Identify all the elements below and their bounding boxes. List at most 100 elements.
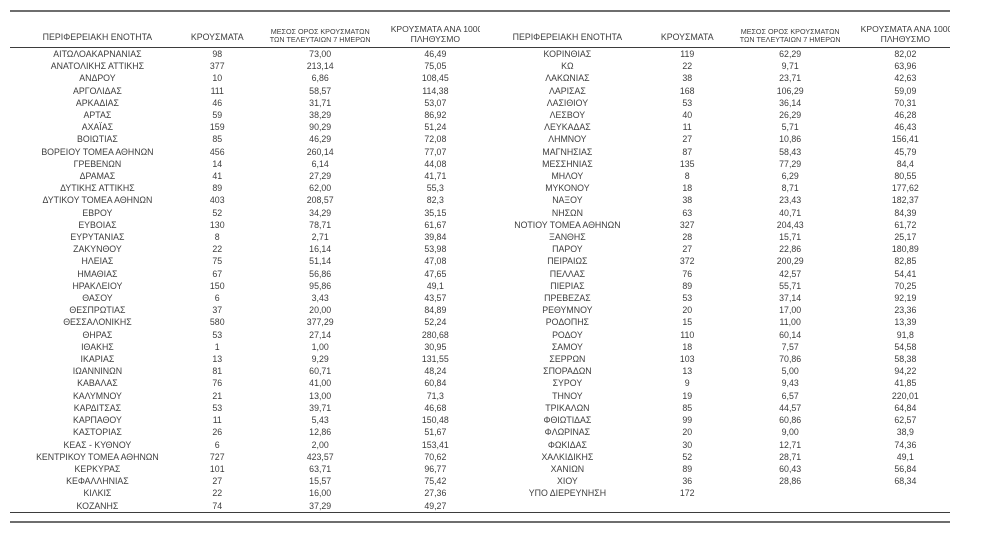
region-cell: ΝΑΞΟΥ (552, 195, 583, 206)
cases-cell: 26 (212, 427, 223, 438)
avg7-cell: 77,29 (779, 158, 802, 169)
avg7-cell: 10,86 (779, 134, 802, 145)
cases-cell: 327 (679, 219, 695, 230)
region-cell: ΓΡΕΒΕΝΩΝ (73, 158, 122, 169)
region-cell: ΗΜΑΘΙΑΣ (77, 268, 118, 279)
cases-cell: 22 (212, 244, 223, 255)
cases-cell: 89 (212, 183, 223, 194)
cases-cell: 10 (212, 73, 223, 84)
avg7-cell: 37,14 (779, 293, 802, 304)
table-row: ΕΥΡΥΤΑΝΙΑΣ 8 2,71 39,84 ΞΑΝΘΗΣ 28 15,71 … (10, 231, 950, 243)
cases-cell: 403 (209, 195, 225, 206)
per100k-cell: 60,84 (424, 378, 447, 389)
region-header-right: ΠΕΡΙΦΕΡΕΙΑΚΗ ΕΝΟΤΗΤΑ (479, 12, 655, 48)
cases-cell: 27 (212, 476, 223, 487)
per100k-cell: 49,1 (896, 451, 914, 462)
region-header-left: ΠΕΡΙΦΕΡΕΙΑΚΗ ΕΝΟΤΗΤΑ (10, 12, 185, 48)
avg7-cell: 90,29 (309, 122, 332, 133)
cases-cell: 110 (680, 329, 695, 340)
table-row: ΚΕΑΣ - ΚΥΘΝΟΥ 6 2,00 153,41 ΦΩΚΙΔΑΣ 30 1… (10, 439, 950, 451)
cases-cell: 101 (209, 463, 225, 474)
cases-cell: 87 (682, 146, 693, 157)
per100k-cell: 46,68 (424, 402, 447, 413)
cases-cell: 14 (212, 158, 223, 169)
table-row: ΖΑΚΥΝΘΟΥ 22 16,14 53,98 ΠΑΡΟΥ 27 22,86 1… (10, 243, 950, 255)
cases-cell: 6 (214, 439, 220, 450)
cases-cell: 456 (209, 146, 225, 157)
avg7-cell: 213,14 (306, 61, 334, 72)
per100k-cell: 84,4 (896, 158, 914, 169)
region-cell: ΒΟΡΕΙΟΥ ΤΟΜΕΑ ΑΘΗΝΩΝ (41, 146, 154, 157)
region-cell: ΚΩ (561, 61, 574, 72)
cases-cell: 18 (682, 183, 693, 194)
top-rule (10, 10, 950, 12)
avg7-cell: 5,71 (781, 122, 799, 133)
avg7-cell: 22,86 (779, 244, 802, 255)
table-row: ΚΑΡΠΑΘΟΥ 11 5,43 150,48 ΦΘΙΩΤΙΔΑΣ 99 60,… (10, 414, 950, 426)
cases-cell: 52 (212, 207, 223, 218)
region-cell: ΣΠΟΡΑΔΩΝ (543, 366, 592, 377)
cases-cell: 76 (212, 378, 223, 389)
per100k-cell: 55,3 (426, 183, 444, 194)
per100k-cell: 70,31 (894, 97, 917, 108)
cases-cell: 38 (682, 73, 693, 84)
avg7-cell: 423,57 (306, 451, 334, 462)
per100k-cell: 96,77 (424, 463, 447, 474)
avg7-header-line1: ΜΕΣΟΣ ΟΡΟΣ ΚΡΟΥΣΜΑΤΩΝ (740, 26, 840, 36)
table-row: ΑΡΓΟΛΙΔΑΣ 111 58,57 114,38 ΛΑΡΙΣΑΣ 168 1… (10, 85, 950, 97)
cases-cell: 19 (682, 390, 693, 401)
avg7-cell: 51,14 (309, 256, 332, 267)
region-header-label: ΠΕΡΙΦΕΡΕΙΑΚΗ ΕΝΟΤΗΤΑ (512, 32, 623, 42)
cases-cell: 377 (209, 61, 225, 72)
region-cell: ΜΕΣΣΗΝΙΑΣ (542, 158, 593, 169)
per100k-cell: 41,85 (894, 378, 917, 389)
per100k-cell: 108,45 (421, 73, 449, 84)
avg7-cell (720, 487, 861, 499)
table-row: ΗΡΑΚΛΕΙΟΥ 150 95,86 49,1 ΠΙΕΡΙΑΣ 89 55,7… (10, 280, 950, 292)
per100k-cell: 47,08 (424, 256, 447, 267)
cases-cell: 53 (682, 97, 693, 108)
cases-cell: 580 (209, 317, 225, 328)
table-row: ΒΟΡΕΙΟΥ ΤΟΜΕΑ ΑΘΗΝΩΝ 456 260,14 77,07 ΜΑ… (10, 146, 950, 158)
cases-cell: 63 (682, 207, 693, 218)
cases-cell: 13 (212, 354, 223, 365)
per100k-header-line2: ΠΛΗΘΥΣΜΟ (880, 34, 931, 45)
cases-cell: 22 (682, 61, 693, 72)
cases-cell: 13 (682, 366, 693, 377)
region-cell: ΣΑΜΟΥ (551, 341, 583, 352)
table-row: ΙΩΑΝΝΙΝΩΝ 81 60,71 48,24 ΣΠΟΡΑΔΩΝ 13 5,0… (10, 365, 950, 377)
cases-cell: 22 (212, 488, 223, 499)
avg7-cell: 60,86 (779, 415, 802, 426)
avg7-cell: 38,29 (309, 110, 332, 121)
cases-cell: 52 (682, 451, 693, 462)
per100k-header-line1: ΚΡΟΥΣΜΑΤΑ ΑΝΑ 100000 (860, 24, 950, 35)
table-row: ΗΜΑΘΙΑΣ 67 56,86 47,65 ΠΕΛΛΑΣ 76 42,57 5… (10, 268, 950, 280)
region-cell: ΛΑΣΙΘΙΟΥ (546, 97, 589, 108)
cases-header-label: ΚΡΟΥΣΜΑΤΑ (190, 32, 244, 42)
cases-cell: 30 (682, 439, 693, 450)
cases-cell: 11 (682, 122, 692, 133)
cases-cell: 46 (212, 97, 223, 108)
table-row: ΚΕΦΑΛΛΗΝΙΑΣ 27 15,57 75,42 ΧΙΟΥ 36 28,86… (10, 475, 950, 487)
region-cell: ΚΕΦΑΛΛΗΝΙΑΣ (66, 476, 129, 487)
region-cell: ΚΕΑΣ - ΚΥΘΝΟΥ (63, 439, 132, 450)
table-body: ΑΙΤΩΛΟΑΚΑΡΝΑΝΙΑΣ 98 73,00 46,49 ΚΟΡΙΝΘΙΑ… (10, 48, 950, 513)
region-cell: ΘΑΣΟΥ (82, 293, 113, 304)
region-cell: ΛΗΜΝΟΥ (548, 134, 587, 145)
avg7-cell: 17,00 (779, 305, 802, 316)
region-cell: ΛΕΥΚΑΔΑΣ (544, 122, 591, 133)
cases-cell: 168 (679, 85, 695, 96)
avg7-cell: 260,14 (306, 146, 334, 157)
avg7-cell: 58,43 (779, 146, 802, 157)
per100k-cell: 49,1 (426, 280, 444, 291)
cases-cell: 8 (214, 232, 220, 243)
avg7-cell: 6,29 (781, 171, 799, 182)
avg7-cell: 15,71 (779, 232, 802, 243)
cases-cell: 20 (682, 305, 693, 316)
header-row: ΠΕΡΙΦΕΡΕΙΑΚΗ ΕΝΟΤΗΤΑ ΚΡΟΥΣΜΑΤΑ ΜΕΣΟΣ ΟΡΟ… (10, 12, 950, 48)
per100k-cell: 54,58 (894, 341, 917, 352)
table-row: ΒΟΙΩΤΙΑΣ 85 46,29 72,08 ΛΗΜΝΟΥ 27 10,86 … (10, 133, 950, 145)
cases-cell: 53 (212, 402, 223, 413)
region-cell: ΜΗΛΟΥ (551, 171, 584, 182)
region-cell: ΔΥΤΙΚΟΥ ΤΟΜΕΑ ΑΘΗΝΩΝ (42, 195, 153, 206)
